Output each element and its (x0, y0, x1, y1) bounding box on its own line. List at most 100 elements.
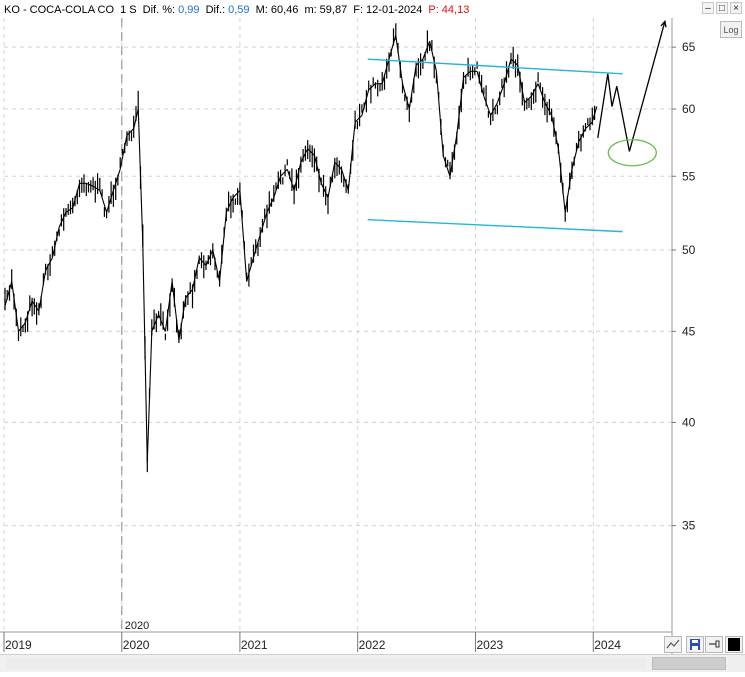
price-segment (232, 188, 241, 213)
price-path (246, 257, 254, 282)
y-tick-label: 35 (682, 519, 696, 533)
price-path (395, 35, 404, 84)
price-path (591, 106, 598, 123)
price-segment (313, 148, 322, 193)
price-segment (476, 61, 485, 97)
price-segment (462, 57, 471, 89)
price-segment (266, 191, 275, 229)
chart-header: KO - COCA-COLA CO 1 S Dif. %: 0,99 Dif.: 0… (4, 2, 473, 18)
log-scale-button[interactable]: Log (720, 21, 742, 38)
price-bars (510, 46, 517, 78)
price-segment (51, 226, 60, 258)
price-path (524, 95, 532, 104)
price-segment (368, 77, 376, 104)
price-bars (354, 103, 361, 130)
price-segment (158, 303, 166, 332)
price-bars (544, 93, 550, 123)
price-bars (58, 208, 65, 237)
price-segment (408, 65, 417, 123)
price-segment (146, 331, 153, 473)
price-bars (368, 77, 374, 104)
x-tick-label: 2019 (5, 638, 32, 652)
price-segment (38, 270, 47, 316)
chart-type-icon[interactable] (664, 636, 682, 653)
price-segment (456, 77, 465, 145)
price-segment (280, 164, 288, 185)
price-segment (252, 234, 261, 263)
price-segment (395, 23, 404, 84)
price-segment (239, 182, 248, 282)
date-label: F: (353, 4, 364, 16)
price-path (205, 249, 214, 266)
price-segment (72, 183, 81, 214)
price-segment (198, 252, 207, 279)
price-path (273, 176, 282, 198)
price-path (266, 197, 275, 213)
price-path (564, 169, 573, 213)
price-path (45, 257, 53, 271)
price-bars (496, 78, 503, 115)
max-value: 60,46 (270, 4, 299, 16)
price-path (38, 270, 47, 312)
price-segment (11, 269, 20, 332)
price-segment (503, 59, 512, 98)
price-segment (85, 180, 94, 197)
price-path (429, 41, 437, 72)
price-segment (24, 295, 33, 333)
price-path (18, 322, 26, 332)
price-segment (300, 145, 309, 173)
price-path (347, 121, 356, 191)
max-label: M: (255, 4, 268, 16)
price-segment (4, 281, 13, 311)
x-tick-label: 2023 (476, 638, 503, 652)
dif-pct-value: 0,99 (178, 4, 200, 16)
price-segment (340, 166, 349, 193)
price-path (280, 168, 288, 177)
price-segment (483, 85, 492, 118)
y-tick-label: 45 (682, 324, 696, 338)
price-segment (205, 249, 214, 270)
save-icon[interactable] (686, 636, 704, 653)
price-series (4, 23, 598, 473)
price-segment (557, 143, 566, 213)
maximize-button[interactable]: □ (716, 2, 728, 14)
price-path (259, 212, 268, 235)
pin-icon[interactable] (705, 636, 723, 653)
price-path (510, 58, 519, 66)
price-path (381, 59, 390, 84)
price-segment (496, 78, 505, 115)
price-segment (374, 79, 383, 97)
price-bars (232, 188, 239, 213)
min-label: m: (304, 4, 317, 16)
price-path (151, 314, 160, 332)
minimize-button[interactable]: – (702, 2, 714, 14)
price-segment (126, 128, 135, 146)
scroll-track[interactable] (6, 658, 646, 669)
price-segment (354, 103, 363, 130)
symbol-title: KO - COCA-COLA CO (4, 4, 115, 16)
price-path (408, 65, 417, 110)
price-segment (17, 317, 26, 341)
timeframe-label[interactable]: 1 S (120, 4, 137, 16)
price-path (496, 83, 505, 103)
price-path (158, 314, 166, 332)
price-segment (578, 125, 587, 152)
price-segment (219, 212, 227, 287)
price-segment (361, 89, 370, 116)
price-path (530, 83, 539, 97)
color-square-icon[interactable] (725, 636, 743, 653)
price-path (537, 83, 546, 103)
price-segment (106, 181, 114, 219)
horizontal-scrollbar[interactable] (0, 654, 745, 672)
price-bars (415, 53, 422, 79)
x-tick-label: 2020 (123, 638, 150, 652)
price-path (219, 212, 227, 282)
price-path (293, 162, 302, 191)
price-path (517, 65, 526, 103)
x-tick-label: 2024 (594, 638, 621, 652)
price-value: 44,13 (441, 4, 470, 16)
scroll-thumb[interactable] (652, 657, 726, 670)
close-button[interactable]: × (730, 2, 742, 14)
